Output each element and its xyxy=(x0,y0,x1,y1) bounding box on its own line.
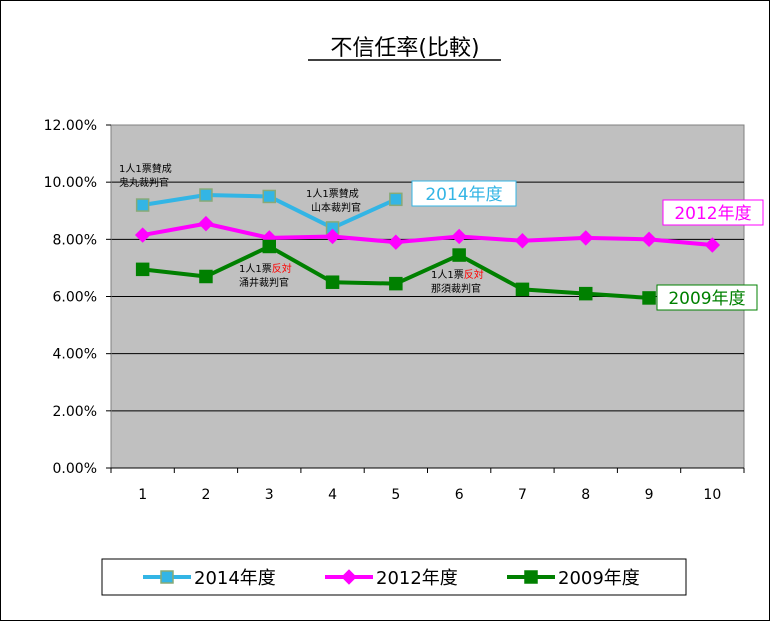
legend-label: 2009年度 xyxy=(558,568,640,589)
data-point xyxy=(198,215,214,232)
data-point xyxy=(452,248,466,262)
x-tick-label: 6 xyxy=(455,487,464,503)
legend-label: 2014年度 xyxy=(194,568,276,589)
data-point xyxy=(641,231,657,248)
data-point xyxy=(325,275,340,289)
annotation-yamamoto: 1人1票賛成 xyxy=(306,187,359,200)
x-tick-label: 9 xyxy=(645,487,654,503)
data-point xyxy=(389,192,403,207)
data-point xyxy=(579,286,593,301)
x-axis-ticks: 1 2 3 4 5 6 7 8 9 10 xyxy=(110,468,745,503)
data-point xyxy=(324,228,341,245)
label-2009: 2009年度 xyxy=(668,289,745,309)
y-tick-label: 8.00% xyxy=(53,232,97,248)
series-2014年度 xyxy=(135,188,403,235)
data-point xyxy=(134,227,151,243)
data-point xyxy=(515,282,530,297)
y-tick-label: 0.00% xyxy=(53,461,97,477)
data-point xyxy=(199,269,213,284)
x-tick-label: 8 xyxy=(581,487,590,503)
label-2014: 2014年度 xyxy=(425,185,502,205)
label-box-2014 xyxy=(411,180,517,207)
y-tick-label: 10.00% xyxy=(44,175,97,191)
data-point xyxy=(451,228,467,245)
series-line xyxy=(142,221,713,248)
data-point xyxy=(262,189,276,204)
annotation-onimaru-name: 鬼丸裁判官 xyxy=(119,176,169,189)
legend-marker xyxy=(524,570,538,584)
data-point xyxy=(388,234,404,250)
data-point xyxy=(578,230,594,246)
annotation-onimaru: 1人1票賛成 xyxy=(119,162,172,175)
series-2012年度 xyxy=(134,215,721,253)
data-point xyxy=(199,188,213,202)
annotation-nasu: 1人1票反対 xyxy=(431,268,484,281)
y-tick-label: 12.00% xyxy=(44,118,97,134)
x-tick-label: 5 xyxy=(391,487,400,503)
label-2012: 2012年度 xyxy=(674,204,751,224)
data-point xyxy=(389,276,403,291)
x-tick-label: 1 xyxy=(138,487,147,503)
data-point xyxy=(642,291,656,305)
data-point xyxy=(135,262,150,277)
annotation-yamamoto-name: 山本裁判官 xyxy=(311,201,361,214)
y-tick-label: 6.00% xyxy=(53,290,97,306)
x-tick-label: 2 xyxy=(201,487,210,503)
x-tick-label: 3 xyxy=(265,487,274,503)
x-tick-label: 4 xyxy=(328,487,337,503)
data-point xyxy=(135,198,150,212)
series xyxy=(134,188,721,305)
annotation-wakui-name: 涌井裁判官 xyxy=(239,276,289,289)
series-2009年度 xyxy=(135,239,656,305)
annotation-nasu-name: 那須裁判官 xyxy=(431,282,481,295)
data-point xyxy=(514,233,531,249)
y-tick-label: 2.00% xyxy=(53,404,97,420)
label-box-2009 xyxy=(656,284,758,311)
plot-area: 0.00% 2.00% 4.00% 6.00% 8.00% 10.00% 12.00% 1 2… xyxy=(44,118,745,503)
data-point xyxy=(704,237,721,253)
x-tick-label: 7 xyxy=(518,487,527,503)
data-point xyxy=(262,239,276,254)
legend-items: 2014年度 2012年度 2009年度 xyxy=(143,568,640,589)
legend-label: 2012年度 xyxy=(376,568,458,589)
legend-box xyxy=(101,558,687,596)
x-tick-label: 10 xyxy=(703,487,721,503)
legend-marker xyxy=(341,569,357,585)
annotation-wakui: 1人1票反対 xyxy=(239,262,292,275)
label-box-2012 xyxy=(662,199,764,226)
y-axis-ticks: 0.00% 2.00% 4.00% 6.00% 8.00% 10.00% 12.00% xyxy=(44,118,111,477)
legend-marker xyxy=(160,570,174,584)
chart-title: 不信任率(比較) xyxy=(330,36,479,61)
y-tick-label: 4.00% xyxy=(53,347,97,363)
legend: 2014年度 2012年度 2009年度 xyxy=(101,558,687,596)
